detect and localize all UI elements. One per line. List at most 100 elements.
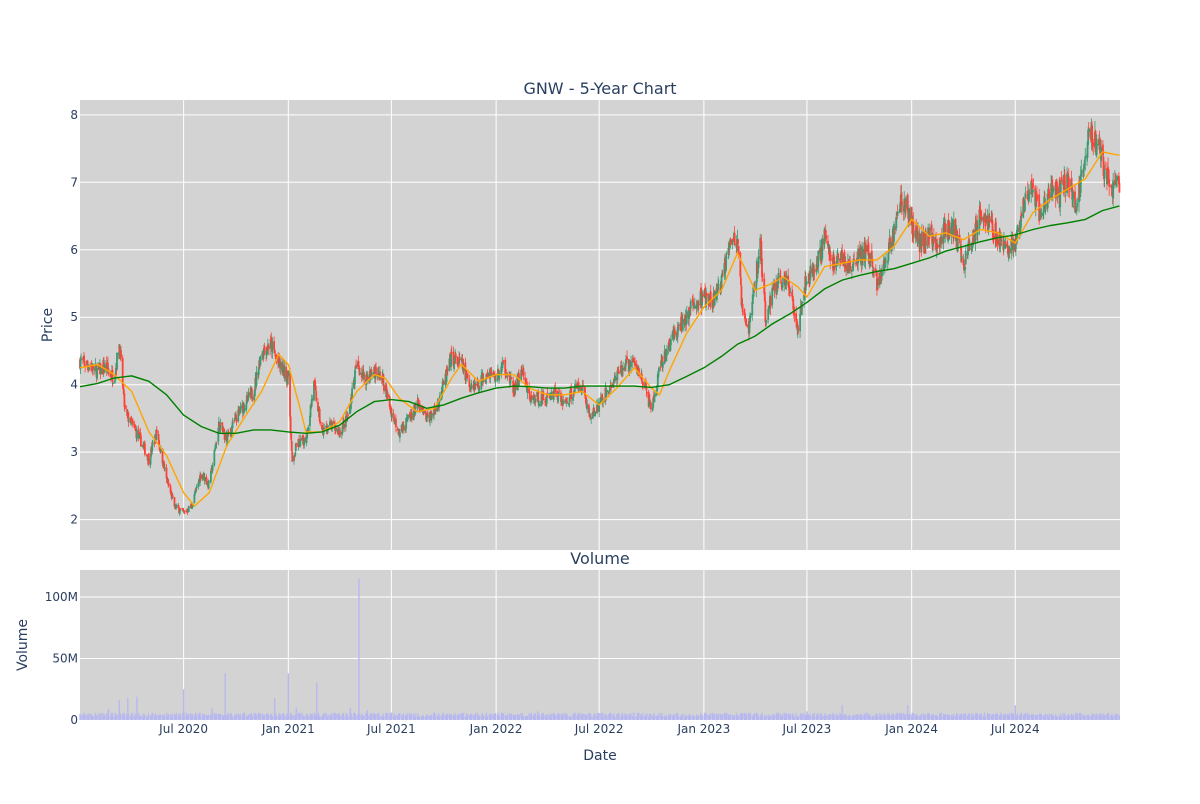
candle-body xyxy=(998,230,1001,248)
x-tick-label: Jul 2024 xyxy=(990,722,1040,736)
candle-body xyxy=(753,289,755,292)
volume-bar xyxy=(853,715,855,720)
volume-spike-bar xyxy=(224,673,226,720)
candle-body xyxy=(321,425,323,429)
candle-body xyxy=(662,362,664,368)
volume-bar xyxy=(510,713,513,720)
volume-bar xyxy=(403,715,405,720)
volume-bar xyxy=(829,713,831,720)
candle-body xyxy=(1102,144,1104,155)
candle-body xyxy=(533,394,536,399)
candle-body xyxy=(434,408,437,412)
candle-body xyxy=(893,224,895,242)
candle-body xyxy=(992,235,995,240)
candle-body xyxy=(693,304,696,309)
volume-bar xyxy=(1036,715,1039,720)
candle-body xyxy=(267,344,270,350)
candle-body xyxy=(1108,179,1111,187)
candle-body xyxy=(787,280,790,288)
candle-body xyxy=(448,358,451,371)
candle-body xyxy=(382,374,385,384)
candle-body xyxy=(424,410,427,414)
candle-body xyxy=(749,313,752,318)
volume-bar xyxy=(833,716,835,720)
volume-bar xyxy=(797,716,799,720)
candle-body xyxy=(93,367,96,371)
volume-bar xyxy=(821,713,823,720)
candle-body xyxy=(136,430,138,440)
candle-body xyxy=(836,258,838,260)
candle-body xyxy=(595,404,598,414)
candle-body xyxy=(190,504,193,508)
candle-body xyxy=(358,369,361,375)
candle-body xyxy=(956,236,959,252)
candle-body xyxy=(944,224,947,232)
candle-body xyxy=(195,486,198,489)
candle-body xyxy=(83,360,86,365)
volume-plot-area[interactable] xyxy=(79,578,1121,720)
candle-body xyxy=(177,505,180,509)
price-plot-area[interactable] xyxy=(79,118,1121,516)
volume-bar xyxy=(873,716,875,720)
candle-body xyxy=(1052,187,1055,192)
volume-bar xyxy=(124,715,126,720)
candle-body xyxy=(402,421,405,424)
candle-body xyxy=(791,295,794,301)
candle-body xyxy=(996,239,999,245)
candle-body xyxy=(716,288,719,295)
candle-body xyxy=(940,236,943,245)
candle-body xyxy=(281,367,284,372)
volume-bar xyxy=(622,714,624,720)
volume-bar xyxy=(677,712,679,720)
candle-body xyxy=(140,435,142,447)
candle-body xyxy=(520,369,523,381)
candle-body xyxy=(1074,207,1077,214)
candle-body xyxy=(323,427,326,429)
volume-bar xyxy=(783,712,785,720)
candle-body xyxy=(900,194,903,205)
volume-spike-bar xyxy=(349,707,352,720)
candle-body xyxy=(113,381,116,383)
candle-body xyxy=(745,324,748,327)
candle-body xyxy=(414,409,417,415)
candle-body xyxy=(414,406,417,409)
candle-body xyxy=(1079,194,1082,198)
candle-body xyxy=(456,356,459,365)
candle-body xyxy=(178,507,180,513)
candle-body xyxy=(1072,191,1075,199)
candle-body xyxy=(111,369,114,383)
volume-bar xyxy=(116,714,118,720)
candle-body xyxy=(934,237,937,241)
candle-body xyxy=(371,373,373,375)
volume-bar xyxy=(307,716,309,720)
volume-bar xyxy=(1092,713,1094,720)
volume-bar xyxy=(263,714,266,720)
candle-body xyxy=(835,266,837,268)
candle-body xyxy=(556,390,558,397)
date-x-axis: Jul 2020 Jan 2021 Jul 2021 Jan 2022 Jul 2022… xyxy=(158,722,1040,736)
volume-bar xyxy=(243,712,246,720)
candle-body xyxy=(927,229,930,239)
x-tick-label: Jan 2021 xyxy=(261,722,315,736)
candle-body xyxy=(528,391,531,400)
candle-body xyxy=(1020,213,1023,216)
price-tick-label: 2 xyxy=(70,513,78,527)
candle-body xyxy=(978,209,981,229)
candle-body xyxy=(417,398,420,403)
candle-body xyxy=(954,219,957,240)
candle-body xyxy=(223,432,226,440)
candle-body xyxy=(561,399,564,405)
candle-body xyxy=(755,280,758,290)
candle-body xyxy=(761,258,763,277)
candle-body xyxy=(1084,156,1087,160)
volume-bar xyxy=(435,714,437,720)
candle-body xyxy=(632,358,635,361)
candle-body xyxy=(454,353,457,358)
candle-body xyxy=(744,318,747,323)
volume-bar xyxy=(945,714,947,720)
candle-body xyxy=(612,382,615,384)
volume-bar xyxy=(897,713,899,720)
candle-body xyxy=(1111,187,1113,189)
candle-body xyxy=(524,377,527,381)
candle-body xyxy=(561,404,564,406)
